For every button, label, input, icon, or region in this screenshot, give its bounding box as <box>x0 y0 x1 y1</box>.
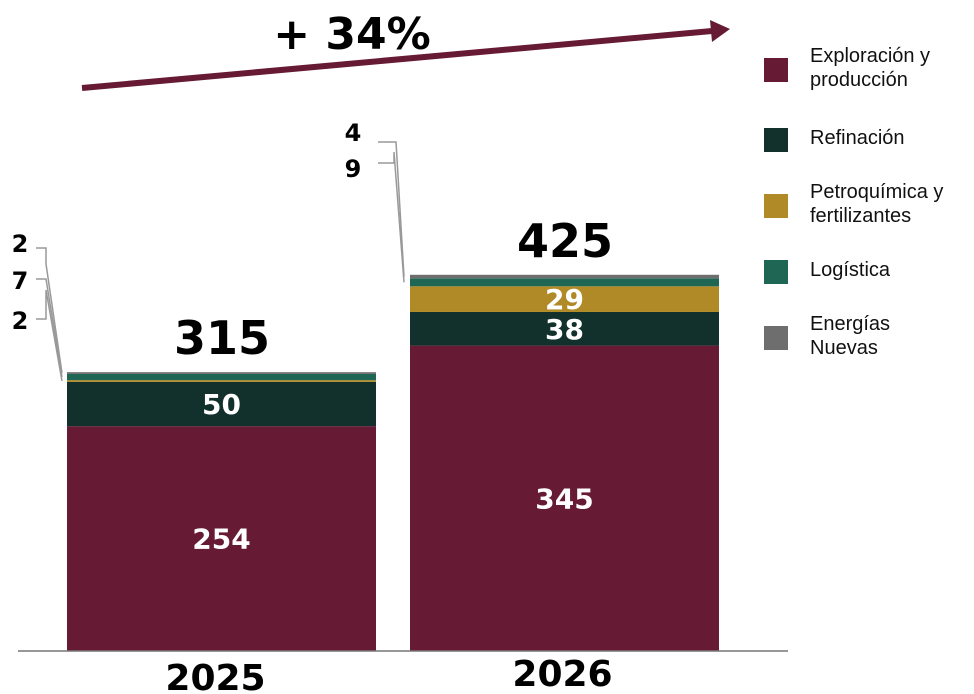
growth-arrow-line <box>81 28 713 91</box>
callout-label-2025-3: 7 <box>12 267 29 295</box>
bar-segment-2025-1 <box>67 381 376 427</box>
callouts-group <box>36 141 405 382</box>
bar-segment-2025-2 <box>67 380 376 382</box>
bar-segment-2026-2 <box>410 286 719 312</box>
total-label-2026: 425 <box>517 214 613 268</box>
callout-label-2025-2: 2 <box>12 307 29 335</box>
callout-line-2025-4 <box>36 247 63 374</box>
segment-label-2026-1: 38 <box>545 313 584 346</box>
callout-label-2026-3: 9 <box>345 155 362 183</box>
segment-label-2026-0: 345 <box>535 482 593 515</box>
bar-segment-2026-3 <box>410 278 719 287</box>
bar-segment-2026-1 <box>410 311 719 346</box>
callout-line-2026-3 <box>378 151 405 283</box>
growth-arrow-head <box>710 20 730 42</box>
bar-segment-2025-3 <box>67 373 376 381</box>
callout-line-2026-4 <box>378 141 405 277</box>
bars-group <box>67 274 719 651</box>
segment-label-2026-2: 29 <box>545 283 584 316</box>
callout-line-2025-3 <box>36 278 63 378</box>
total-label-2025: 315 <box>174 311 270 365</box>
growth-label: + 34% <box>273 9 431 60</box>
x-tick-label-2025: 2025 <box>165 658 265 694</box>
bar-segment-2026-4 <box>410 274 719 279</box>
bar-segment-2026-0 <box>410 345 719 651</box>
bar-segment-2025-4 <box>67 372 376 374</box>
callout-label-2026-4: 4 <box>345 119 362 147</box>
callout-line-2025-2 <box>36 289 63 382</box>
segment-label-2025-0: 254 <box>192 523 250 556</box>
segment-label-2025-1: 50 <box>202 388 241 421</box>
x-tick-label-2026: 2026 <box>512 654 612 694</box>
callout-label-2025-4: 2 <box>12 230 29 258</box>
bar-segment-2025-0 <box>67 426 376 651</box>
